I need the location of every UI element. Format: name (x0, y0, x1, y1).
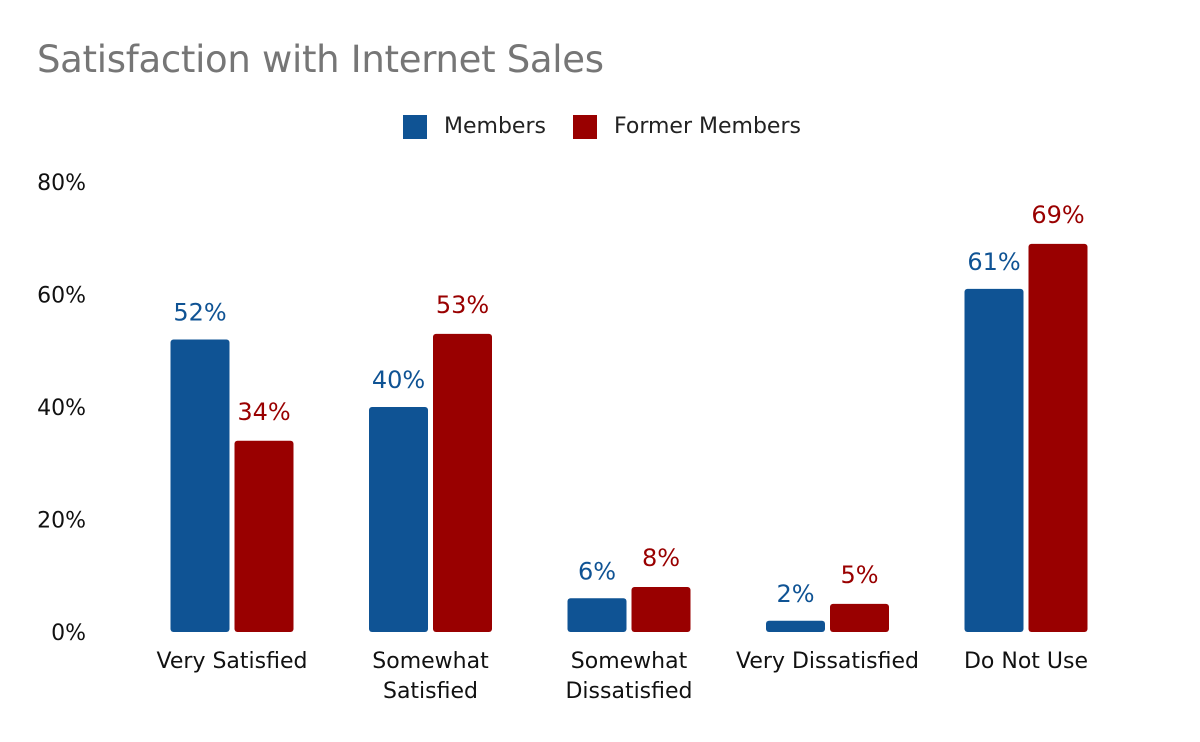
legend-label-members: Members (444, 114, 546, 139)
bar-former-members (631, 587, 691, 632)
bar-members (170, 339, 230, 632)
bar-members (964, 288, 1024, 632)
data-label-former-members: 5% (840, 561, 878, 589)
legend-label-former-members: Former Members (614, 114, 801, 139)
data-label-former-members: 34% (237, 398, 290, 426)
data-label-members: 2% (776, 580, 814, 608)
x-category-label: Dissatisfied (565, 679, 692, 704)
bar-members (567, 598, 627, 632)
x-category-label: Satisfied (383, 679, 478, 704)
bar-former-members (433, 333, 492, 632)
data-label-members: 6% (578, 557, 616, 585)
legend-swatch-former-members (573, 115, 597, 139)
y-tick-label: 0% (51, 621, 86, 646)
y-tick-label: 60% (37, 284, 86, 309)
bar-members (369, 407, 428, 632)
bar-members (766, 620, 825, 632)
bar-former-members (830, 603, 889, 632)
data-label-former-members: 53% (436, 291, 489, 319)
y-tick-label: 40% (37, 396, 86, 421)
chart-legend: Members Former Members (0, 113, 1200, 143)
data-label-members: 40% (372, 366, 425, 394)
data-label-members: 52% (173, 299, 226, 327)
legend-swatch-members (403, 115, 427, 139)
x-category-label: Somewhat (571, 649, 688, 674)
y-tick-label: 80% (37, 171, 86, 196)
x-category-label: Very Satisfied (157, 649, 308, 674)
data-label-former-members: 8% (642, 544, 680, 572)
chart-title: Satisfaction with Internet Sales (37, 38, 604, 81)
data-label-former-members: 69% (1031, 201, 1084, 229)
y-tick-label: 20% (37, 509, 86, 534)
x-category-label: Do Not Use (964, 649, 1088, 674)
x-category-label: Somewhat (372, 649, 489, 674)
data-label-members: 61% (967, 248, 1020, 276)
bar-former-members (234, 440, 294, 632)
x-category-label: Very Dissatisfied (736, 649, 919, 674)
bar-former-members (1028, 243, 1088, 632)
